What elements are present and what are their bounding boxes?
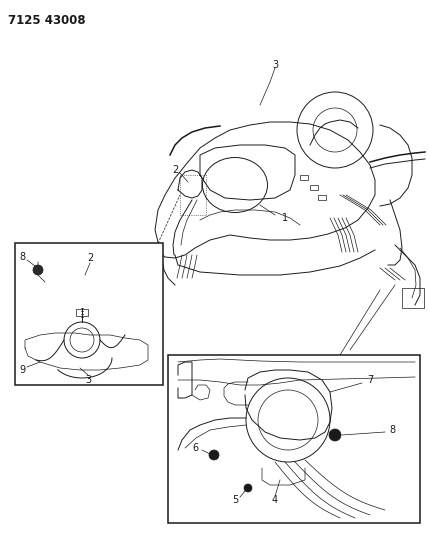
Bar (402, 288, 424, 308)
Text: 9: 9 (19, 365, 25, 375)
Circle shape (244, 484, 252, 492)
Circle shape (329, 429, 341, 441)
Text: 3: 3 (85, 375, 91, 385)
Bar (76, 309, 88, 316)
Text: 2: 2 (87, 253, 93, 263)
Text: 4: 4 (272, 495, 278, 505)
Circle shape (209, 450, 219, 460)
Text: 5: 5 (232, 495, 238, 505)
Text: 3: 3 (272, 60, 278, 70)
Text: 6: 6 (192, 443, 198, 453)
Text: 8: 8 (389, 425, 395, 435)
Text: 2: 2 (172, 165, 178, 175)
Text: 1: 1 (282, 213, 288, 223)
Bar (300, 175, 308, 180)
Circle shape (33, 265, 43, 275)
Bar (15, 243, 163, 385)
Text: 7: 7 (367, 375, 373, 385)
Bar (318, 195, 326, 200)
Text: 8: 8 (19, 252, 25, 262)
Bar (310, 185, 318, 190)
Bar (168, 355, 420, 523)
Text: 7125 43008: 7125 43008 (8, 14, 86, 27)
